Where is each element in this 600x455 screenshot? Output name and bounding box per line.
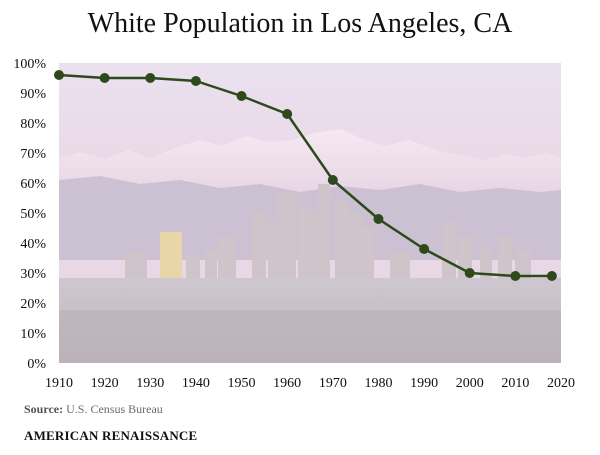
x-tick-label: 1950 (228, 376, 256, 391)
data-point (419, 244, 430, 254)
background-photo (59, 63, 561, 363)
y-tick-label: 0% (27, 357, 46, 372)
data-point (546, 271, 557, 281)
x-tick-label: 2000 (456, 376, 484, 391)
x-tick-label: 1960 (273, 376, 301, 391)
x-tick-label: 1970 (319, 376, 347, 391)
y-tick-label: 80% (20, 117, 46, 132)
x-tick-label: 1920 (91, 376, 119, 391)
chart-title: White Population in Los Angeles, CA (87, 8, 513, 39)
source-label: Source: (24, 402, 64, 416)
data-point (373, 214, 384, 224)
data-point (464, 268, 475, 278)
data-point (282, 109, 293, 119)
y-tick-label: 50% (20, 207, 46, 222)
data-point (190, 76, 201, 86)
x-tick-label: 2010 (501, 376, 529, 391)
data-point (99, 73, 110, 83)
y-tick-label: 70% (20, 147, 46, 162)
x-axis-ticks: 1910 1920 1930 1940 1950 1960 1970 1980 1990 2000… (45, 376, 575, 391)
x-tick-label: 1940 (182, 376, 210, 391)
x-tick-label: 1980 (364, 376, 392, 391)
y-tick-label: 40% (20, 237, 46, 252)
data-series (54, 70, 557, 281)
data-point (510, 271, 521, 281)
data-point (327, 175, 338, 185)
y-axis-ticks: 0% 10% 20% 30% 40% 50% 60% 70% 80% 90% 100% (13, 57, 46, 372)
source-note: Source: U.S. Census Bureau (24, 402, 163, 417)
y-tick-label: 60% (20, 177, 46, 192)
series-line (58, 73, 552, 278)
data-point (145, 73, 156, 83)
x-tick-label: 1910 (45, 376, 73, 391)
y-tick-label: 10% (20, 327, 46, 342)
x-tick-label: 1990 (410, 376, 438, 391)
brand-name: AMERICAN RENAISSANCE (24, 428, 198, 443)
y-tick-label: 100% (13, 57, 46, 72)
data-point (54, 70, 64, 80)
source-text: U.S. Census Bureau (66, 402, 163, 416)
data-point (236, 91, 247, 101)
y-tick-label: 20% (20, 297, 46, 312)
x-tick-label: 1930 (136, 376, 164, 391)
x-tick-label: 2020 (547, 376, 575, 391)
y-tick-label: 90% (20, 87, 46, 102)
y-tick-label: 30% (20, 267, 46, 282)
